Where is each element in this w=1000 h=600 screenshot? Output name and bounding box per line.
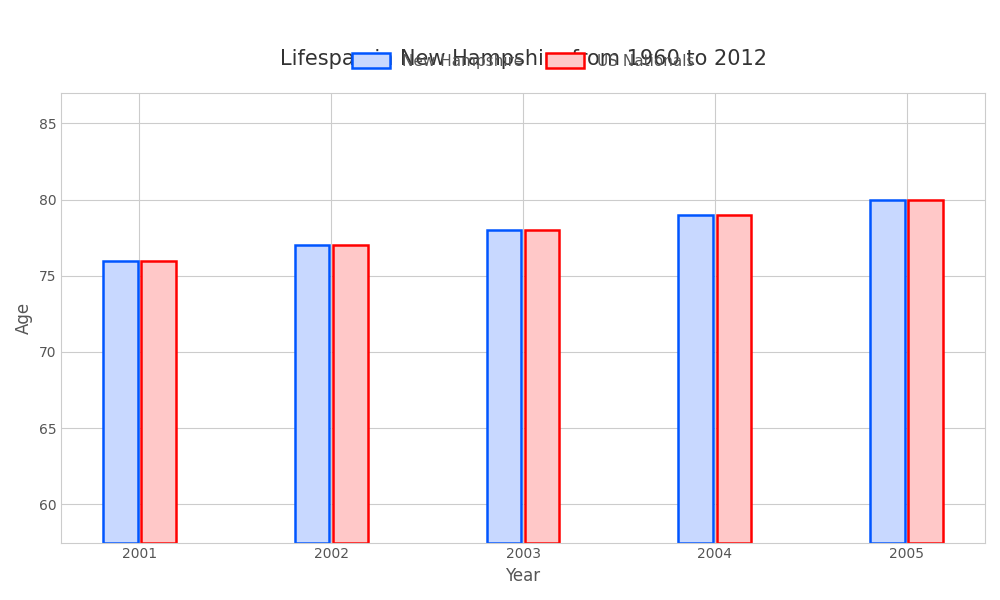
Bar — [487, 230, 521, 542]
Bar — [141, 260, 176, 542]
Bar — [870, 200, 905, 542]
Legend: New Hampshire, US Nationals: New Hampshire, US Nationals — [346, 46, 700, 74]
X-axis label: Year: Year — [505, 567, 541, 585]
Bar — [525, 230, 559, 542]
Bar — [295, 245, 329, 542]
Y-axis label: Age: Age — [15, 302, 33, 334]
Bar — [333, 245, 368, 542]
Bar — [103, 260, 138, 542]
Bar — [717, 215, 751, 542]
Title: Lifespan in New Hampshire from 1960 to 2012: Lifespan in New Hampshire from 1960 to 2… — [280, 49, 767, 69]
Bar — [908, 200, 943, 542]
Bar — [678, 215, 713, 542]
